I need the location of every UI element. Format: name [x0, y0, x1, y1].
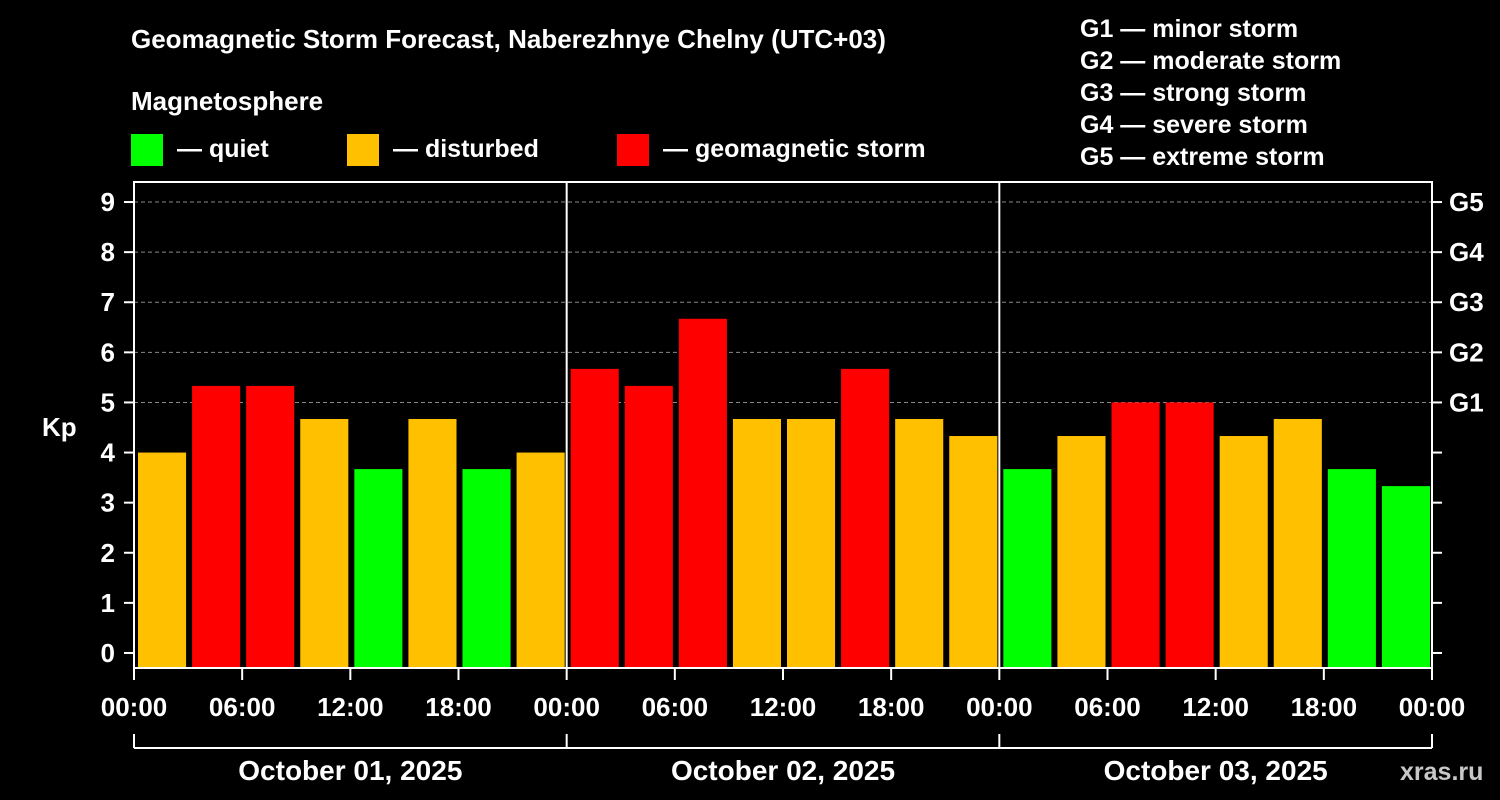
bars — [138, 318, 1430, 668]
x-tick-label: 18:00 — [425, 692, 492, 722]
g-level-label: G4 — [1449, 237, 1484, 267]
bar — [841, 368, 890, 668]
bar — [354, 469, 403, 668]
tick-labels: 0 1 2 3 4 5 6 7 8 9 G1 G2 G3 G4 G5 00:00 06:00 12:00 18:00… — [101, 187, 1485, 786]
legend-swatch-quiet — [131, 134, 163, 166]
y-tick-label: 4 — [101, 438, 116, 468]
bar — [895, 418, 944, 668]
y-tick-label: 8 — [101, 237, 115, 267]
storm-scale-g4: G4 — severe storm — [1080, 111, 1308, 139]
bar — [516, 452, 565, 668]
bar — [246, 385, 295, 668]
g-level-label: G3 — [1449, 287, 1484, 317]
storm-scale-g5: G5 — extreme storm — [1080, 143, 1325, 171]
x-tick-label: 00:00 — [1399, 692, 1466, 722]
x-tick-label: 18:00 — [858, 692, 925, 722]
bar — [1165, 402, 1214, 668]
chart-subtitle: Magnetosphere — [131, 86, 323, 116]
bar — [1327, 469, 1376, 668]
storm-scale-g2: G2 — moderate storm — [1080, 47, 1341, 75]
day-label: October 01, 2025 — [238, 755, 462, 786]
bar — [732, 418, 781, 668]
watermark: xras.ru — [1400, 758, 1483, 786]
bar — [300, 418, 349, 668]
bar — [570, 368, 619, 668]
x-tick-label: 12:00 — [1182, 692, 1249, 722]
storm-scale-g1: G1 — minor storm — [1080, 15, 1298, 43]
y-tick-label: 9 — [101, 187, 115, 217]
bar — [949, 436, 998, 668]
bar — [138, 452, 187, 668]
g-level-label: G1 — [1449, 387, 1484, 417]
y-tick-label: 5 — [101, 387, 115, 417]
bar — [1219, 436, 1268, 668]
storm-scale-legend: G1 — minor storm G2 — moderate storm G3 … — [1080, 15, 1341, 171]
legend-label-storm: — geomagnetic storm — [663, 135, 926, 163]
bar — [462, 469, 511, 668]
legend-label-quiet: — quiet — [177, 135, 269, 163]
y-tick-label: 0 — [101, 638, 115, 668]
chart-title: Geomagnetic Storm Forecast, Naberezhnye … — [131, 24, 886, 54]
y-tick-label: 1 — [101, 588, 115, 618]
x-tick-label: 12:00 — [750, 692, 817, 722]
x-tick-label: 06:00 — [1074, 692, 1141, 722]
x-tick-label: 12:00 — [317, 692, 384, 722]
legend: — quiet — disturbed — geomagnetic storm — [131, 134, 926, 166]
grid-lines — [134, 201, 1432, 403]
bar — [1381, 486, 1430, 668]
bar — [192, 385, 241, 668]
x-tick-label: 00:00 — [101, 692, 168, 722]
bar — [408, 418, 457, 668]
x-tick-label: 18:00 — [1291, 692, 1358, 722]
storm-scale-g3: G3 — strong storm — [1080, 79, 1306, 107]
y-tick-label: 7 — [101, 287, 115, 317]
y-tick-label: 6 — [101, 337, 115, 367]
bar — [1273, 418, 1322, 668]
x-tick-label: 06:00 — [642, 692, 709, 722]
x-tick-label: 00:00 — [966, 692, 1033, 722]
y-tick-label: 3 — [101, 488, 115, 518]
legend-swatch-disturbed — [347, 134, 379, 166]
legend-swatch-storm — [617, 134, 649, 166]
bar — [678, 318, 727, 668]
bar — [787, 418, 836, 668]
x-tick-label: 00:00 — [533, 692, 600, 722]
legend-label-disturbed: — disturbed — [393, 135, 539, 163]
bar — [1003, 469, 1052, 668]
y-tick-label: 2 — [101, 538, 115, 568]
bar — [1111, 402, 1160, 668]
g-level-label: G2 — [1449, 337, 1484, 367]
day-label: October 02, 2025 — [671, 755, 895, 786]
bar — [1057, 436, 1106, 668]
axes — [124, 181, 1442, 749]
g-level-label: G5 — [1449, 187, 1484, 217]
y-axis-label: Kp — [42, 412, 77, 442]
x-tick-label: 06:00 — [209, 692, 276, 722]
bar — [624, 385, 673, 668]
day-label: October 03, 2025 — [1104, 755, 1328, 786]
